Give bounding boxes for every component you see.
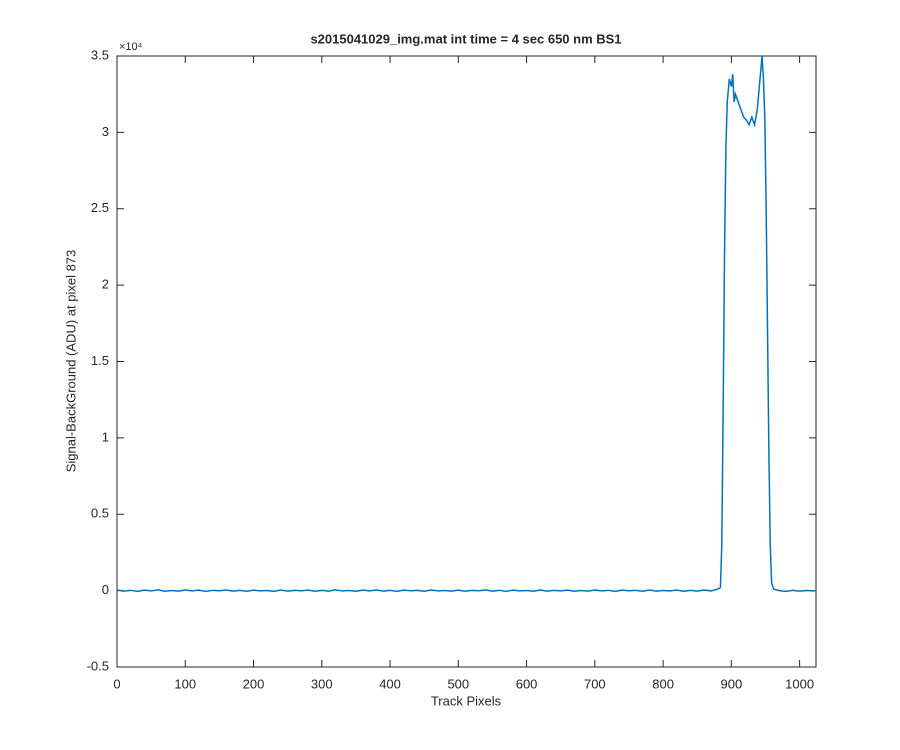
- x-tick-label: 400: [379, 676, 401, 691]
- x-tick-label: 900: [721, 676, 743, 691]
- y-tick-label: 0.5: [91, 506, 109, 521]
- y-axis-label: Signal-BackGround (ADU) at pixel 873: [63, 250, 78, 473]
- x-tick-label: 300: [311, 676, 333, 691]
- y-tick-label: 0: [102, 582, 109, 597]
- x-tick-label: 600: [516, 676, 538, 691]
- data-line: [116, 55, 817, 593]
- plot-box: [116, 55, 817, 668]
- y-tick-label: 1: [102, 429, 109, 444]
- x-tick-label: 700: [584, 676, 606, 691]
- x-axis-label: Track Pixels: [431, 693, 502, 708]
- x-tick-label: 100: [174, 676, 196, 691]
- x-tick-label: 1000: [785, 676, 814, 691]
- y-tick-label: 1.5: [91, 353, 109, 368]
- y-exponent-label: ×10⁴: [119, 41, 143, 53]
- x-tick-label: 0: [113, 676, 120, 691]
- chart-title: s2015041029_img.mat int time = 4 sec 650…: [310, 31, 621, 46]
- y-tick-label: 3.5: [91, 47, 109, 62]
- y-tick-label: -0.5: [87, 658, 109, 673]
- y-tick-label: 2.5: [91, 200, 109, 215]
- y-tick-label: 3: [102, 124, 109, 139]
- y-tick-label: 2: [102, 277, 109, 292]
- x-tick-label: 500: [447, 676, 469, 691]
- x-tick-label: 200: [243, 676, 265, 691]
- x-tick-label: 800: [652, 676, 674, 691]
